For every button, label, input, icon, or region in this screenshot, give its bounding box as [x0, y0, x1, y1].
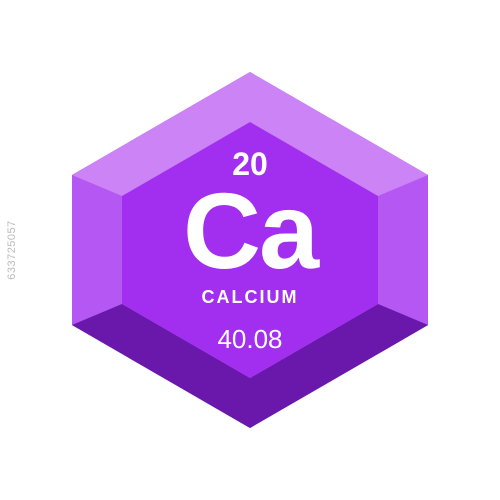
element-name: CALCIUM [202, 287, 299, 308]
element-symbol: Ca [183, 177, 317, 285]
element-tile: 20 Ca CALCIUM 40.08 [60, 60, 440, 440]
element-text: 20 Ca CALCIUM 40.08 [60, 60, 440, 440]
watermark: 633725057 [6, 220, 18, 280]
atomic-mass: 40.08 [217, 324, 282, 355]
